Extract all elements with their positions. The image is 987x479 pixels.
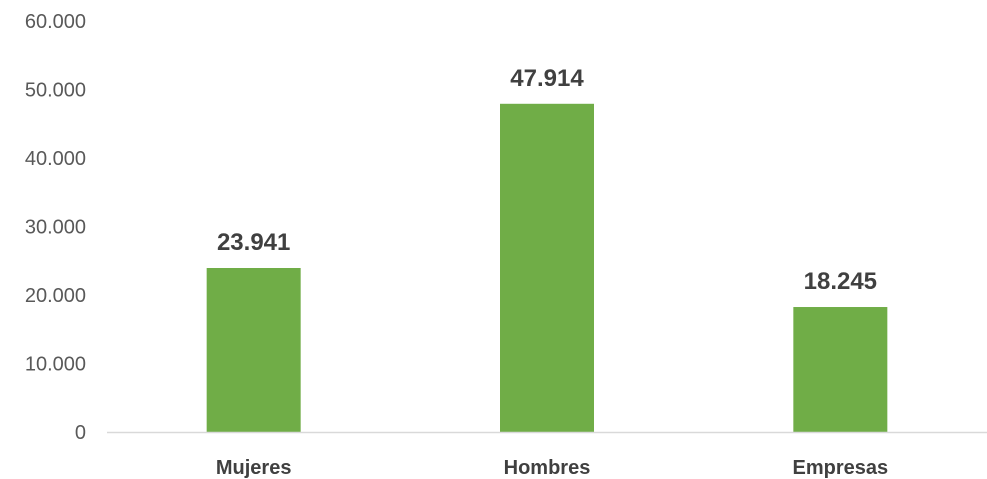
bar-empresas bbox=[793, 307, 888, 432]
x-axis: Mujeres Hombres Empresas bbox=[107, 431, 987, 479]
data-label: 47.914 bbox=[510, 65, 584, 92]
bar-hombres bbox=[500, 103, 594, 433]
y-tick-label: 20.000 bbox=[25, 285, 86, 307]
y-tick-label: 60.000 bbox=[25, 11, 86, 33]
y-tick-label: 50.000 bbox=[25, 80, 86, 102]
y-tick-label: 30.000 bbox=[25, 217, 86, 239]
y-tick-label: 10.000 bbox=[25, 354, 86, 376]
x-tick-label: Empresas bbox=[793, 457, 889, 479]
y-tick-label: 0 bbox=[75, 422, 86, 444]
y-tick-label: 40.000 bbox=[25, 148, 86, 170]
y-axis: 0 10.000 20.000 30.000 40.000 50.000 60.000 bbox=[25, 11, 86, 444]
bars bbox=[206, 103, 888, 433]
x-tick-label: Mujeres bbox=[216, 457, 292, 479]
x-tick-label: Hombres bbox=[504, 457, 591, 479]
data-label: 18.245 bbox=[804, 268, 877, 295]
data-label: 23.941 bbox=[217, 229, 290, 256]
bar-mujeres bbox=[206, 268, 301, 432]
data-labels: 23.941 47.914 18.245 bbox=[217, 65, 877, 295]
